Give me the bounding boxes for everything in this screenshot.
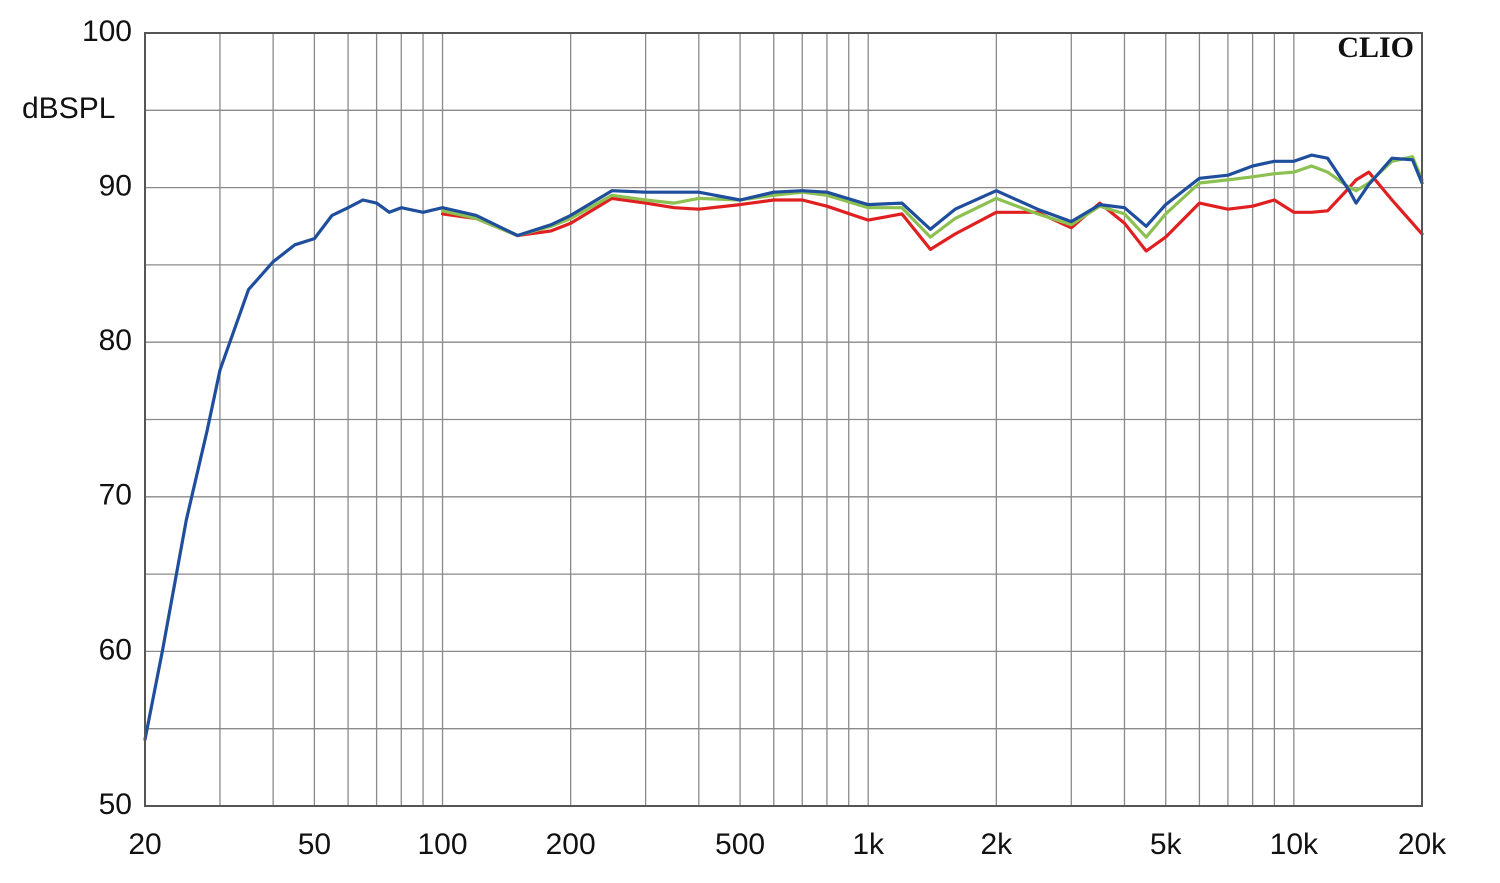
y-tick-label: 90 <box>99 170 132 203</box>
x-tick-label: 5k <box>1150 828 1183 861</box>
x-tick-label: 200 <box>546 828 596 861</box>
plot-frame <box>144 32 1423 807</box>
y-tick-label: 70 <box>99 479 132 512</box>
series-line <box>440 155 1424 239</box>
x-tick-label: 50 <box>298 828 331 861</box>
x-tick-label: 500 <box>715 828 765 861</box>
x-tick-label: 10k <box>1270 828 1319 861</box>
y-tick-label: 100 <box>82 15 132 48</box>
grid <box>144 32 1423 807</box>
lines <box>143 153 1424 742</box>
y-tick-label: 80 <box>99 324 132 357</box>
annotation: CLIO <box>1337 31 1414 64</box>
y-tick-label: 50 <box>99 788 132 821</box>
y-tick-label: 60 <box>99 633 132 666</box>
x-tick-label: 20k <box>1398 828 1447 861</box>
x-tick-label: 20 <box>128 828 161 861</box>
series-line <box>143 153 1424 742</box>
x-tick-label: 1k <box>852 828 885 861</box>
x-tick-label: 100 <box>417 828 467 861</box>
y-axis-label: dBSPL <box>22 92 115 125</box>
x-tick-label: 2k <box>980 828 1013 861</box>
